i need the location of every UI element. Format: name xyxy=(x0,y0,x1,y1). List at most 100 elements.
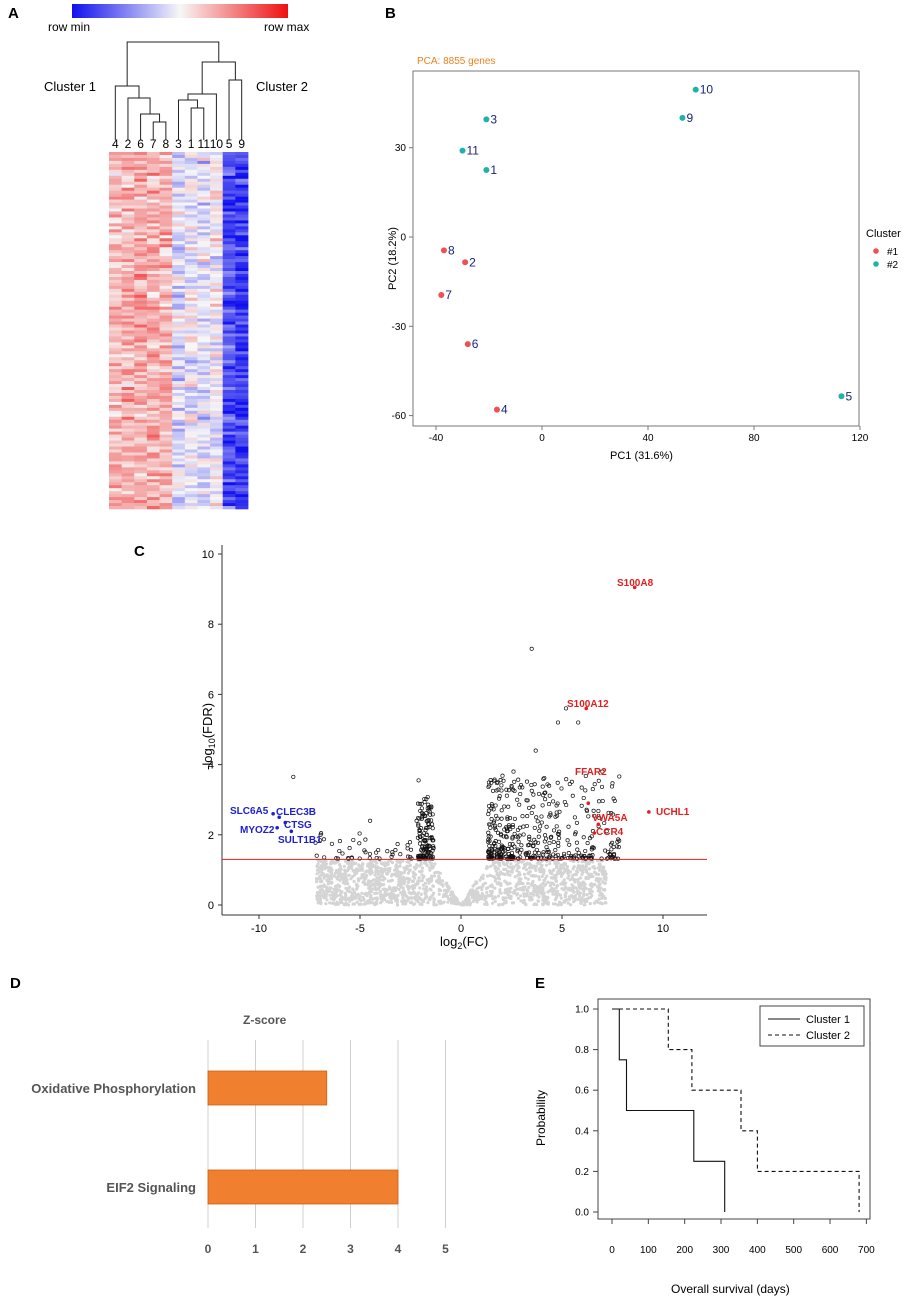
volcano-nonsig-point xyxy=(412,865,416,870)
volcano-sig-point xyxy=(489,854,494,859)
volcano-nonsig-point xyxy=(405,899,409,903)
volcano-nonsig-point xyxy=(446,900,450,904)
heatmap-cell xyxy=(109,297,123,302)
volcano-nonsig-point xyxy=(563,893,567,897)
volcano-nonsig-point xyxy=(401,902,405,906)
heatmap-cell xyxy=(184,348,198,352)
volcano-nonsig-point xyxy=(528,895,532,900)
volcano-sig-point xyxy=(496,839,502,844)
heatmap-cell xyxy=(159,494,173,498)
volcano-nonsig-point xyxy=(510,870,514,874)
volcano-sig-point xyxy=(429,804,434,809)
volcano-nonsig-point xyxy=(562,899,566,903)
heatmap-cell xyxy=(210,381,224,385)
heatmap-cell xyxy=(184,244,198,248)
volcano-nonsig-point xyxy=(369,866,373,870)
heatmap-cell xyxy=(134,467,148,471)
volcano-nonsig-point xyxy=(530,881,535,885)
volcano-up-gene-label: FFAR2 xyxy=(575,767,607,778)
heatmap-cell xyxy=(210,208,224,212)
heatmap-cell xyxy=(121,476,135,480)
volcano-nonsig-point xyxy=(425,863,429,868)
heatmap-cell xyxy=(159,458,173,462)
heatmap-cell xyxy=(210,345,224,349)
volcano-nonsig-point xyxy=(336,902,340,906)
volcano-nonsig-point xyxy=(348,885,352,889)
volcano-nonsig-point xyxy=(517,877,521,881)
heatmap-cell xyxy=(134,282,148,287)
volcano-nonsig-point xyxy=(501,902,505,907)
heatmap-cell xyxy=(197,265,211,269)
heatmap-cell xyxy=(172,348,186,352)
volcano-nonsig-point xyxy=(413,876,417,880)
volcano-nonsig-point xyxy=(369,869,373,873)
volcano-sig-point xyxy=(424,847,429,852)
volcano-nonsig-point xyxy=(559,882,563,886)
heatmap-cell xyxy=(197,428,211,432)
heatmap-cell xyxy=(121,312,135,316)
heatmap-cell xyxy=(184,184,198,188)
heatmap-cell xyxy=(210,247,224,251)
heatmap-cell xyxy=(235,190,249,194)
volcano-nonsig-point xyxy=(421,899,425,904)
heatmap-cell xyxy=(235,449,249,453)
heatmap-cell xyxy=(109,351,123,355)
heatmap-cell xyxy=(172,488,186,492)
heatmap-cell xyxy=(134,366,148,370)
volcano-nonsig-point xyxy=(380,869,384,873)
heatmap-cell xyxy=(184,166,198,171)
volcano-sig-point xyxy=(597,816,602,821)
heatmap-cell xyxy=(222,291,236,296)
volcano-nonsig-point xyxy=(578,891,583,895)
heatmap-cell xyxy=(146,348,160,352)
volcano-sig-point xyxy=(581,795,586,801)
heatmap-cell xyxy=(210,503,224,507)
volcano-sig-point xyxy=(529,782,534,788)
heatmap-cell xyxy=(210,413,224,418)
heatmap-cell xyxy=(109,223,123,227)
heatmap-cell xyxy=(222,282,236,287)
heatmap-cell xyxy=(134,354,148,358)
volcano-nonsig-point xyxy=(550,890,555,894)
volcano-nonsig-point xyxy=(494,877,498,881)
pca-point-label: 3 xyxy=(490,112,497,126)
heatmap-cell xyxy=(134,229,148,233)
volcano-sig-point xyxy=(487,822,492,827)
volcano-nonsig-point xyxy=(534,874,538,878)
heatmap-cell xyxy=(134,464,148,468)
heatmap-cell xyxy=(210,360,224,364)
heatmap-cell xyxy=(121,443,135,447)
heatmap-cell xyxy=(121,220,135,224)
heatmap-cell xyxy=(235,262,249,266)
heatmap-cell xyxy=(159,169,173,174)
heatmap-cell xyxy=(222,333,236,337)
heatmap-cell xyxy=(184,175,198,180)
heatmap-cell xyxy=(222,262,236,266)
volcano-sig-point xyxy=(512,816,517,821)
volcano-nonsig-point xyxy=(596,880,601,884)
heatmap-cell xyxy=(222,440,236,444)
volcano-sig-point xyxy=(494,781,500,786)
pca-point-label: 9 xyxy=(686,111,693,125)
volcano-nonsig-point xyxy=(433,862,437,866)
heatmap-cell xyxy=(184,262,198,266)
heatmap-cell xyxy=(197,407,211,412)
volcano-sig-point xyxy=(516,777,521,782)
volcano-nonsig-point xyxy=(493,886,497,890)
volcano-nonsig-point xyxy=(422,887,426,891)
volcano-nonsig-point xyxy=(598,862,602,867)
heatmap-cell xyxy=(172,434,186,438)
volcano-up-gene-point xyxy=(586,801,591,806)
volcano-nonsig-point xyxy=(343,875,347,879)
heatmap-cell xyxy=(197,351,211,355)
heatmap-cell xyxy=(235,279,249,284)
heatmap-cell xyxy=(210,485,224,489)
volcano-nonsig-point xyxy=(408,863,412,868)
heatmap-cell xyxy=(121,211,135,215)
heatmap-cell xyxy=(172,497,186,501)
heatmap-cell xyxy=(197,488,211,492)
heatmap-cell xyxy=(235,214,249,218)
volcano-nonsig-point xyxy=(566,871,570,875)
volcano-sig-point xyxy=(509,784,514,789)
heatmap-cell xyxy=(210,351,224,355)
